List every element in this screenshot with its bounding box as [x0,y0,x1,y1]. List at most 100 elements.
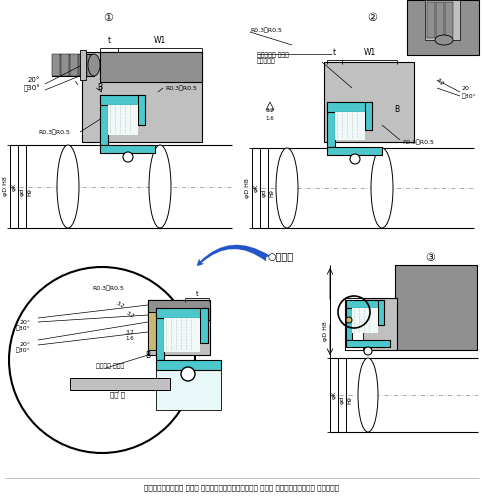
Bar [346,300,352,340]
Circle shape [346,317,352,323]
Bar [445,2,453,38]
Text: 3.2: 3.2 [435,77,445,87]
Bar [100,145,155,153]
Text: φd: φd [261,189,267,197]
Bar [52,54,60,76]
Text: 20°: 20° [28,77,40,83]
Text: 3.2: 3.2 [126,330,135,336]
Ellipse shape [358,358,378,432]
Bar [156,308,164,360]
Text: h9: h9 [348,396,352,404]
Bar [82,52,202,142]
Bar [352,308,378,333]
Ellipse shape [435,35,453,45]
Text: 押え 板: 押え 板 [110,392,125,398]
Text: スナップ リング: スナップ リング [96,363,124,369]
Bar [407,0,479,55]
Text: φK: φK [332,391,336,399]
Bar [395,265,477,350]
Text: h9: h9 [270,189,274,197]
Circle shape [350,154,360,164]
Text: ○部詳細: ○部詳細 [268,251,294,261]
Text: 3.2: 3.2 [125,310,135,320]
Bar [80,50,86,80]
Text: t: t [333,48,336,57]
Ellipse shape [276,148,298,228]
Text: φD H8: φD H8 [323,322,329,342]
Bar [100,95,145,105]
Text: ③: ③ [425,253,435,263]
Bar [61,54,69,76]
Text: W1: W1 [363,48,376,57]
Bar [345,298,363,350]
Bar [324,62,414,142]
Text: φD H8: φD H8 [245,178,251,198]
Text: やむを得ずスナップ リング を使用する場合は、スナップ リング 溝に面取りを施して ください。: やむを得ずスナップ リング を使用する場合は、スナップ リング 溝に面取りを施し… [145,484,339,492]
Bar [327,102,372,112]
Text: B: B [394,106,400,114]
Ellipse shape [57,145,79,228]
Text: R0.3～R0.5: R0.3～R0.5 [38,129,70,135]
Bar [327,147,382,155]
Text: 抜きボルト 用ねじ
あるいは穴: 抜きボルト 用ねじ あるいは穴 [257,52,289,64]
Text: φK: φK [12,182,16,190]
Circle shape [123,152,133,162]
Text: 3.2: 3.2 [115,300,125,310]
Bar [346,340,390,347]
Text: 1.6: 1.6 [126,336,135,342]
Bar [79,54,87,76]
Bar [70,54,78,76]
Bar [335,112,365,140]
Ellipse shape [149,145,171,228]
Ellipse shape [88,54,100,76]
Text: φD H8: φD H8 [3,176,9,197]
Text: 3.2: 3.2 [266,108,274,112]
Bar [148,312,157,350]
Bar [52,54,94,76]
Bar [156,308,208,318]
Text: ～30°: ～30° [462,93,477,99]
Text: 20°: 20° [19,342,30,346]
Bar [70,378,170,390]
Text: ①: ① [103,13,113,23]
Bar [52,54,94,76]
Text: h9: h9 [28,188,32,196]
Bar [346,300,384,308]
Bar [365,102,372,130]
Text: φK: φK [254,184,258,192]
Text: R0.3～R0.5: R0.3～R0.5 [402,139,434,145]
Bar [200,308,208,343]
Text: W1: W1 [154,36,166,45]
Text: 1.6: 1.6 [266,116,274,120]
Text: R0.3～R0.5: R0.3～R0.5 [92,285,124,291]
Bar [164,318,200,352]
Bar [425,0,460,40]
Text: ～30°: ～30° [23,84,40,91]
Bar [345,298,397,350]
Text: B: B [97,84,103,92]
Text: R0.3～R0.5: R0.3～R0.5 [250,27,282,33]
Text: 20°: 20° [19,320,30,324]
Circle shape [181,367,195,381]
Polygon shape [266,102,274,110]
Text: R0.3～R0.5: R0.3～R0.5 [165,85,197,91]
Bar [156,370,221,410]
Bar [427,2,435,38]
Text: 20: 20 [462,86,470,90]
Ellipse shape [371,148,393,228]
Bar [148,300,210,320]
Bar [436,2,444,38]
Text: ～30°: ～30° [15,347,30,353]
Bar [378,300,384,325]
Text: ②: ② [367,13,377,23]
Bar [100,95,108,145]
Bar [156,360,221,370]
Text: φd: φd [19,188,25,196]
Text: φd: φd [339,396,345,404]
Bar [108,105,138,135]
Circle shape [364,347,372,355]
Text: B: B [145,350,151,360]
Circle shape [9,267,195,453]
Text: t: t [196,291,198,297]
Bar [148,300,210,355]
